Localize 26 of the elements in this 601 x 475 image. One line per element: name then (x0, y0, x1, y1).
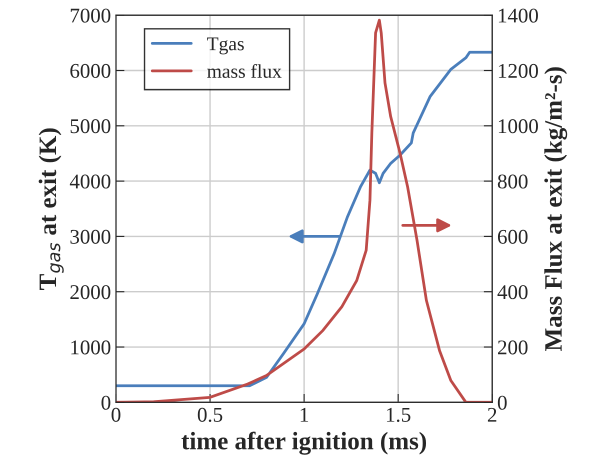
y-tick-label: 4000 (70, 174, 110, 189)
y2-tick-label: 0 (498, 396, 507, 410)
y2-tick-label: 400 (497, 285, 528, 300)
y-tick-label: 6000 (70, 64, 110, 78)
y2-tick-label: 200 (498, 340, 528, 354)
y2-tick-label: 800 (498, 174, 528, 189)
y2-tick-label: 1200 (498, 64, 538, 78)
y-tick-label: 0 (102, 396, 110, 410)
x-tick-label: 0 (112, 408, 120, 422)
y2-tick-label: 1400 (498, 8, 538, 23)
x-axis-title: time after ignition (ms) (182, 432, 426, 455)
x-tick-label: 1.5 (386, 408, 410, 422)
y2-axis-title: Mass Flux at exit (kg/m²-s) (544, 67, 568, 351)
y2-tick-label: 600 (498, 230, 528, 244)
y-tick-label: 3000 (70, 230, 110, 244)
y-tick-label: 7000 (70, 8, 110, 23)
y-tick-label: 1000 (71, 340, 110, 354)
y-axis-title: T$_{gas}$ at exit (K) (38, 128, 64, 290)
x-tick-label: 1 (300, 408, 308, 422)
x-tick-label: 0.5 (198, 408, 222, 422)
legend-label: Tgas (207, 37, 244, 54)
y2-tick-label: 1000 (498, 119, 538, 134)
y-tick-label: 2000 (70, 285, 110, 300)
y-tick-label: 5000 (70, 119, 110, 134)
legend-label: mass flux (207, 64, 282, 78)
x-tick-label: 2 (488, 408, 496, 422)
